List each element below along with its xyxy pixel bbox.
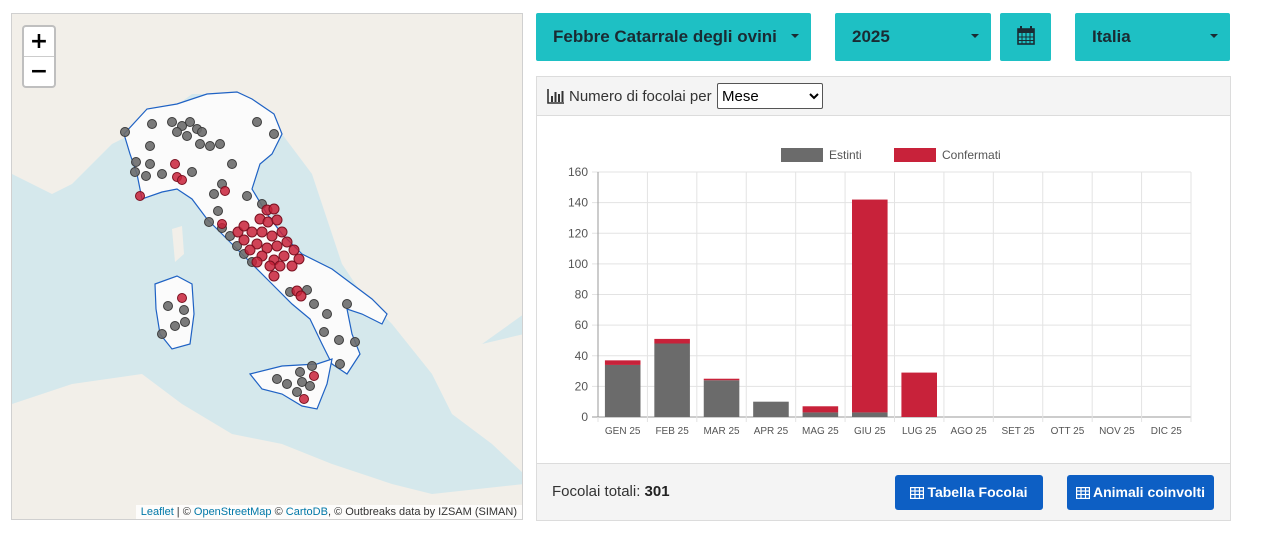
chevron-down-icon	[791, 34, 799, 38]
bar-confermati	[703, 378, 740, 381]
bar-chart-icon	[547, 89, 564, 104]
bar-estinti	[852, 412, 888, 417]
x-tick-label: GEN 25	[605, 426, 641, 437]
total-value: 301	[644, 483, 670, 500]
panel-header: Numero di focolai per Mese	[537, 77, 1230, 116]
x-tick-label: APR 25	[754, 426, 789, 437]
x-tick-label: SET 25	[1001, 426, 1035, 437]
zoom-control: + −	[22, 25, 56, 88]
attribution-sep-2: ©	[271, 506, 286, 518]
y-tick-label: 120	[568, 226, 588, 240]
animals-involved-button[interactable]: Animali coinvolti	[1067, 475, 1214, 510]
total-label: Focolai totali:	[552, 483, 641, 500]
x-tick-label: LUG 25	[902, 426, 937, 437]
markers-estinti	[120, 117, 360, 397]
y-tick-label: 20	[575, 379, 589, 393]
y-tick-label: 80	[575, 288, 589, 302]
y-tick-label: 60	[575, 318, 589, 332]
x-tick-label: AGO 25	[951, 426, 988, 437]
year-selected: 2025	[852, 27, 890, 46]
map-attribution: Leaflet | © OpenStreetMap © CartoDB, © O…	[135, 505, 522, 519]
africa-land	[12, 374, 522, 519]
bar-confermati	[654, 338, 690, 344]
y-tick-label: 0	[581, 410, 588, 424]
chevron-down-icon	[971, 34, 979, 38]
corsica-land	[172, 226, 184, 262]
country-dropdown[interactable]: Italia	[1075, 13, 1230, 61]
x-tick-label: GIU 25	[854, 426, 886, 437]
table-icon	[910, 486, 925, 500]
balkans-land	[312, 174, 522, 473]
europe-land	[12, 14, 522, 344]
map-base-layer	[12, 14, 522, 519]
x-tick-label: MAG 25	[802, 426, 839, 437]
zoom-in-button[interactable]: +	[29, 29, 49, 54]
chart-area: 0 20 40 60 80 100 120 140 160 GEN 25 FEB 25 MAR 25 A…	[537, 116, 1230, 464]
markers-confermati	[135, 159, 319, 404]
disease-selected: Febbre Catarrale degli ovini (B	[553, 27, 781, 46]
group-by-label: Numero di focolai per	[569, 88, 712, 105]
bar-confermati	[852, 199, 888, 413]
y-tick-label: 160	[568, 165, 588, 179]
outbreak-map[interactable]: + − Leaflet | © OpenStreetMap © CartoDB,…	[11, 13, 523, 520]
y-tick-label: 100	[568, 257, 588, 271]
bar-confermati	[901, 372, 937, 417]
x-tick-label: MAR 25	[703, 426, 740, 437]
leaflet-link[interactable]: Leaflet	[140, 506, 174, 518]
legend-label-estinti: Estinti	[829, 148, 862, 162]
chevron-down-icon	[1210, 34, 1218, 38]
table-icon	[1075, 486, 1091, 500]
outbreaks-panel: Numero di focolai per Mese 0 20 40 60 80 100 1…	[536, 76, 1231, 521]
y-tick-label: 40	[575, 349, 589, 363]
outbreaks-table-button[interactable]: Tabella Focolai	[895, 475, 1043, 510]
calendar-button[interactable]	[1000, 13, 1051, 61]
x-tick-label: DIC 25	[1151, 426, 1183, 437]
openstreetmap-link[interactable]: OpenStreetMap	[193, 506, 272, 518]
group-by-select[interactable]: Mese	[717, 83, 823, 109]
bar-estinti	[753, 401, 789, 417]
attribution-data-source: , © Outbreaks data by IZSAM (SIMAN)	[327, 506, 517, 518]
total-outbreaks: Focolai totali: 301	[552, 483, 670, 500]
country-selected: Italia	[1092, 27, 1131, 46]
year-dropdown[interactable]: 2025	[835, 13, 991, 61]
attribution-sep-1: | ©	[173, 506, 194, 518]
legend-swatch-confermati	[894, 148, 936, 162]
bar-estinti	[703, 380, 740, 417]
bar-estinti	[802, 412, 839, 417]
x-tick-label: OTT 25	[1051, 426, 1085, 437]
legend-swatch-estinti	[781, 148, 823, 162]
x-tick-label: FEB 25	[655, 426, 689, 437]
x-tick-label: NOV 25	[1099, 426, 1135, 437]
cartodb-link[interactable]: CartoDB	[285, 506, 328, 518]
outbreaks-bar-chart: 0 20 40 60 80 100 120 140 160 GEN 25 FEB 25 MAR 25 A…	[568, 148, 1192, 437]
panel-footer: Focolai totali: 301 Tabella Focolai Anim…	[537, 464, 1230, 520]
zoom-out-button[interactable]: −	[24, 56, 54, 86]
bar-estinti	[654, 343, 690, 417]
legend-label-confermati: Confermati	[942, 148, 1001, 162]
y-tick-label: 140	[568, 196, 588, 210]
animals-involved-label: Animali coinvolti	[1092, 484, 1205, 500]
outbreaks-table-label: Tabella Focolai	[927, 484, 1028, 500]
disease-dropdown[interactable]: Febbre Catarrale degli ovini (B	[536, 13, 811, 61]
bar-confermati	[802, 406, 839, 413]
bar-confermati	[604, 360, 641, 365]
bar-estinti	[604, 364, 641, 417]
calendar-icon	[1017, 26, 1035, 45]
